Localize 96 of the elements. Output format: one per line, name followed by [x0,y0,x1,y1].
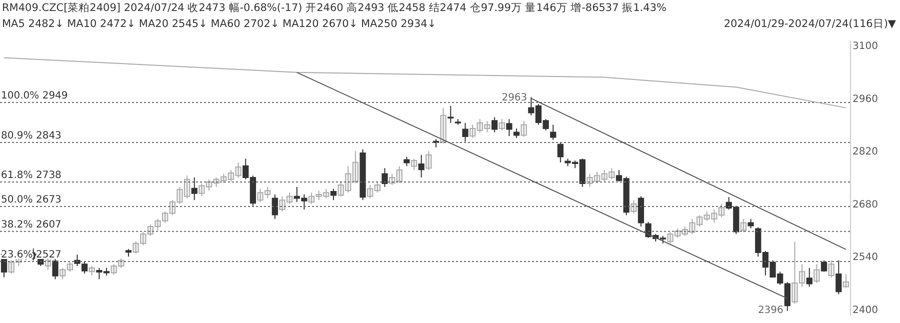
candlestick [257,188,264,202]
candlestick [740,218,747,233]
candlestick [184,175,190,199]
candlestick [418,154,424,178]
candlestick [498,118,505,131]
candlestick [748,218,754,229]
candlestick [206,178,212,192]
candlestick [410,158,418,170]
ref-line-label: 61.8% 2738 [1,170,62,182]
ref-line-label: 100.0% 2949 [1,90,68,102]
candlestick [601,169,608,182]
candlestick [828,260,834,278]
candlestick [586,173,593,188]
candlestick [806,267,812,288]
candlestick [140,232,146,246]
candlestick [345,166,352,194]
candlestick [520,120,527,138]
ref-line-label: 38.2% 2607 [1,219,62,230]
chart-subtitle: MA5 2482↓ MA10 2472↓ MA20 2545↓ MA60 2702↓ MA120 2670↓ MA250 2934↓ [2,18,436,30]
candlestick [220,173,227,184]
candlestick [689,218,696,235]
candlestick [557,142,564,163]
candlestick [404,156,410,167]
candlestick [367,184,374,199]
ref-line-label: 50.0% 2673 [1,194,62,206]
candlestick [792,241,798,304]
candlestick [388,173,396,186]
ref-line-label: 80.9% 2843 [1,130,62,142]
candlestick [264,186,271,199]
candlestick [235,162,242,178]
candlestick [594,171,600,184]
candlestick [374,180,380,194]
candlestick [484,120,490,133]
candlestick [462,122,468,142]
candlestick [470,124,476,138]
candlestick [169,200,176,216]
candlestick [836,260,842,295]
candlestick [696,214,703,227]
candlestick [88,266,95,276]
y-tick-label: 2960 [852,94,878,105]
chart-title: RM409.CZC[菜粕2409] 2024/07/24 收2473 幅-0.68%(-17) 开2460 高2493 低2458 结2474 仓97.99万 量146万 增-86537 振1.43% [2,1,668,16]
candlestick [52,258,58,280]
candlestick [118,258,124,268]
candlestick [506,118,512,137]
y-tick-label: 3100 [852,41,878,52]
candlestick [330,188,337,201]
candlestick [352,150,359,184]
candlestick [448,105,454,124]
candlestick [704,210,710,222]
y-tick-label: 2400 [852,304,878,316]
candlestick [110,264,117,276]
line-series [4,57,846,108]
candlestick [711,209,718,224]
candlestick [645,221,652,238]
candlestick [667,232,674,244]
candlestick [476,118,483,133]
candlestick [682,226,688,236]
candlestick [338,180,344,197]
candlestick [491,116,498,133]
candlestick [66,262,73,272]
candlestick [323,188,330,199]
candlestick [316,190,322,201]
candlestick [814,264,820,284]
y-tick-label: 2680 [852,199,878,210]
candlestick [147,224,154,236]
candlestick [60,267,66,280]
candlestick [608,168,615,180]
candlestick [396,166,402,184]
candlestick [44,258,52,270]
candlestick [513,128,520,138]
candlestick [279,196,286,212]
candlestick [440,107,446,144]
candlestick [191,177,198,201]
candlestick [228,169,234,182]
annotation: 2963 [502,92,528,104]
candlestick [550,124,556,140]
y-tick-label: 2540 [852,252,878,264]
candlestick [176,186,183,204]
candlestick [8,260,14,274]
annotation: 2396 [758,305,784,316]
text: 2024/01/29-2024/07/24(116日)▼ [724,17,896,32]
candlestick [132,241,139,254]
candlestick [198,182,205,197]
candlestick [426,150,432,170]
candlestick [798,264,806,288]
candlestick [630,200,637,214]
candlestick [718,203,725,218]
candlestick [674,228,681,238]
candlestick [308,192,315,204]
candlestick [382,168,388,188]
candlestick [842,274,850,288]
candlestick [272,194,278,220]
candlestick [286,192,293,204]
candlestick [162,210,168,224]
y-tick-label: 2820 [852,146,878,158]
candlestick [154,218,161,231]
